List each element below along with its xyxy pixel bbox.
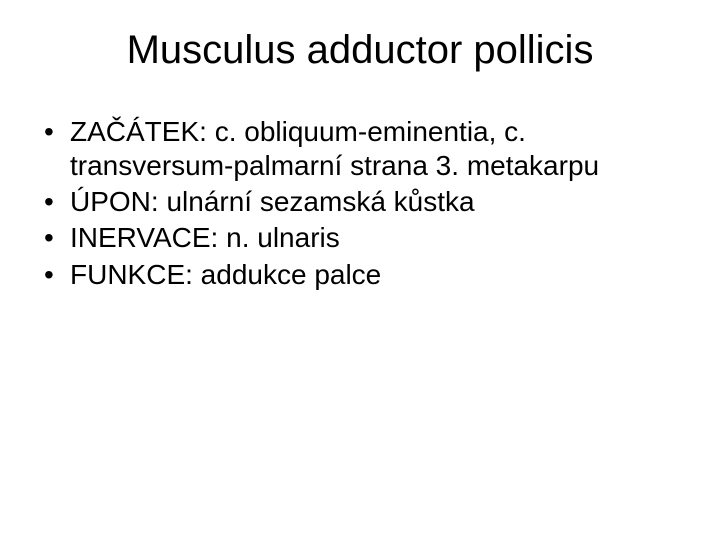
list-item: ZAČÁTEK: c. obliquum-eminentia, c. trans… bbox=[40, 115, 680, 183]
list-item: FUNKCE: addukce palce bbox=[40, 258, 680, 292]
list-item: INERVACE: n. ulnaris bbox=[40, 221, 680, 255]
list-item: ÚPON: ulnární sezamská kůstka bbox=[40, 185, 680, 219]
slide-title: Musculus adductor pollicis bbox=[0, 28, 720, 73]
bullet-list: ZAČÁTEK: c. obliquum-eminentia, c. trans… bbox=[0, 115, 720, 292]
slide: Musculus adductor pollicis ZAČÁTEK: c. o… bbox=[0, 0, 720, 540]
